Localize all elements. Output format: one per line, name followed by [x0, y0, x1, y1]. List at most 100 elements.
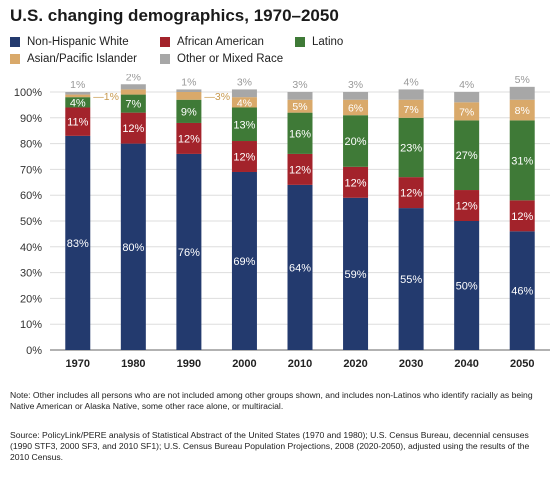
bar-segment-asian-pacific-islander: [454, 102, 480, 121]
data-label: 31%: [511, 155, 533, 167]
bar-segment-latino: [176, 99, 202, 123]
data-label: 69%: [233, 256, 255, 268]
y-tick-label: 0%: [26, 345, 42, 357]
data-label: 1%: [181, 76, 196, 88]
y-tick-label: 40%: [20, 242, 42, 254]
bar-segment-non-hispanic-white: [231, 171, 257, 350]
data-label: 12%: [345, 177, 367, 189]
legend-item-asian-pacific-islander: Asian/Pacific Islander: [10, 53, 137, 65]
data-label: 12%: [456, 201, 478, 213]
data-label: 4%: [237, 97, 252, 109]
data-label: 55%: [400, 274, 422, 286]
bar-segment-african-american: [65, 107, 91, 136]
bar-segment-other-or-mixed-race: [454, 92, 480, 103]
bar-segment-non-hispanic-white: [398, 208, 424, 350]
bar-segment-asian-pacific-islander: [287, 99, 313, 113]
x-tick-label: 2020: [343, 358, 367, 370]
legend-item-african-american: African American: [160, 36, 264, 48]
stacked-bar-chart: 0% 10% 20% 30% 40% 50% 60% 70% 80% 90% 100% 83% 11% 4…: [14, 74, 550, 370]
legend-item-non-hispanic-white: Non-Hispanic White: [10, 36, 129, 48]
bar-segment-non-hispanic-white: [509, 231, 535, 350]
bar-segment-other-or-mixed-race: [287, 92, 313, 100]
data-label: —1%: [93, 91, 119, 103]
data-label: 4%: [404, 76, 419, 88]
data-label: 7%: [459, 106, 474, 118]
legend-swatch: [10, 54, 20, 64]
data-label: 20%: [345, 136, 367, 148]
legend-label: Non-Hispanic White: [27, 36, 129, 48]
data-label: 11%: [67, 117, 88, 129]
data-label: 12%: [511, 211, 533, 223]
data-label: 59%: [345, 269, 367, 281]
data-label: 12%: [400, 188, 422, 200]
legend-label: Other or Mixed Race: [177, 53, 284, 65]
bar-segment-other-or-mixed-race: [231, 89, 257, 98]
bar-segment-latino: [287, 112, 313, 154]
bar-segment-african-american: [176, 122, 202, 154]
data-label: 12%: [233, 152, 255, 164]
bar-segment-african-american: [398, 177, 424, 209]
data-label: 83%: [67, 238, 89, 250]
bar-segment-non-hispanic-white: [65, 135, 91, 350]
bar-segment-asian-pacific-islander: [343, 99, 369, 116]
legend-label: Latino: [312, 36, 344, 48]
bar-segment-latino: [509, 120, 535, 201]
data-label: 9%: [181, 106, 197, 118]
x-tick-label: 1970: [66, 358, 90, 370]
data-label: 12%: [289, 164, 311, 176]
y-tick-label: 20%: [20, 293, 42, 305]
bar-segment-other-or-mixed-race: [509, 86, 535, 100]
y-tick-label: 10%: [20, 319, 42, 331]
bar-segment-non-hispanic-white: [176, 153, 202, 350]
bar-segment-asian-pacific-islander: [176, 92, 202, 100]
bar-segment-african-american: [454, 190, 480, 221]
bar-segment-asian-pacific-islander: [120, 89, 146, 95]
data-label: 1%: [70, 79, 85, 91]
bar-segment-other-or-mixed-race: [65, 92, 91, 95]
legend-swatch: [295, 37, 305, 47]
x-tick-label: 2000: [232, 358, 256, 370]
data-label: 76%: [178, 247, 200, 259]
data-label: —3%: [204, 91, 230, 103]
bar-segment-asian-pacific-islander: [509, 99, 535, 121]
y-tick-label: 30%: [20, 268, 42, 280]
x-tick-label: 2030: [399, 358, 423, 370]
legend-item-latino: Latino: [295, 36, 343, 48]
bar-segment-latino: [454, 120, 480, 191]
legend-swatch: [160, 54, 170, 64]
y-tick-label: 90%: [20, 113, 42, 125]
bar-segment-non-hispanic-white: [343, 197, 369, 350]
bar-segment-non-hispanic-white: [120, 143, 146, 350]
data-label: 12%: [122, 123, 144, 135]
data-label: 23%: [400, 142, 422, 154]
bar-segment-other-or-mixed-race: [120, 84, 146, 90]
data-label: 8%: [515, 105, 530, 117]
chart-title: U.S. changing demographics, 1970–2050: [10, 6, 339, 25]
data-label: 5%: [292, 101, 307, 113]
chart-source: Source: PolicyLink/PERE analysis of Stat…: [10, 430, 530, 462]
data-label: 3%: [348, 79, 363, 91]
data-label: 12%: [178, 133, 200, 145]
chart-note: Note: Other includes all persons who are…: [10, 390, 533, 411]
y-tick-label: 80%: [20, 139, 42, 151]
legend-label: Asian/Pacific Islander: [27, 53, 137, 65]
data-label: 3%: [237, 76, 252, 88]
bar-segment-asian-pacific-islander: [398, 99, 424, 118]
bar-segment-asian-pacific-islander: [231, 97, 257, 108]
data-label: 50%: [456, 281, 478, 293]
x-tick-label: 2010: [288, 358, 312, 370]
legend-swatch: [160, 37, 170, 47]
bar-segment-non-hispanic-white: [287, 184, 313, 350]
data-label: 4%: [459, 79, 474, 91]
bar-segment-other-or-mixed-race: [398, 89, 424, 100]
x-tick-label: 2050: [510, 358, 534, 370]
data-label: 64%: [289, 262, 311, 274]
chart-legend: Non-Hispanic White African American Latino…: [10, 36, 550, 70]
x-tick-label: 1980: [121, 358, 145, 370]
data-label: 80%: [122, 242, 144, 254]
bar-segment-latino: [343, 115, 369, 167]
data-label: 46%: [511, 286, 533, 298]
bar-segment-african-american: [343, 166, 369, 198]
legend-swatch: [10, 37, 20, 47]
bar-segment-asian-pacific-islander: [65, 94, 91, 98]
